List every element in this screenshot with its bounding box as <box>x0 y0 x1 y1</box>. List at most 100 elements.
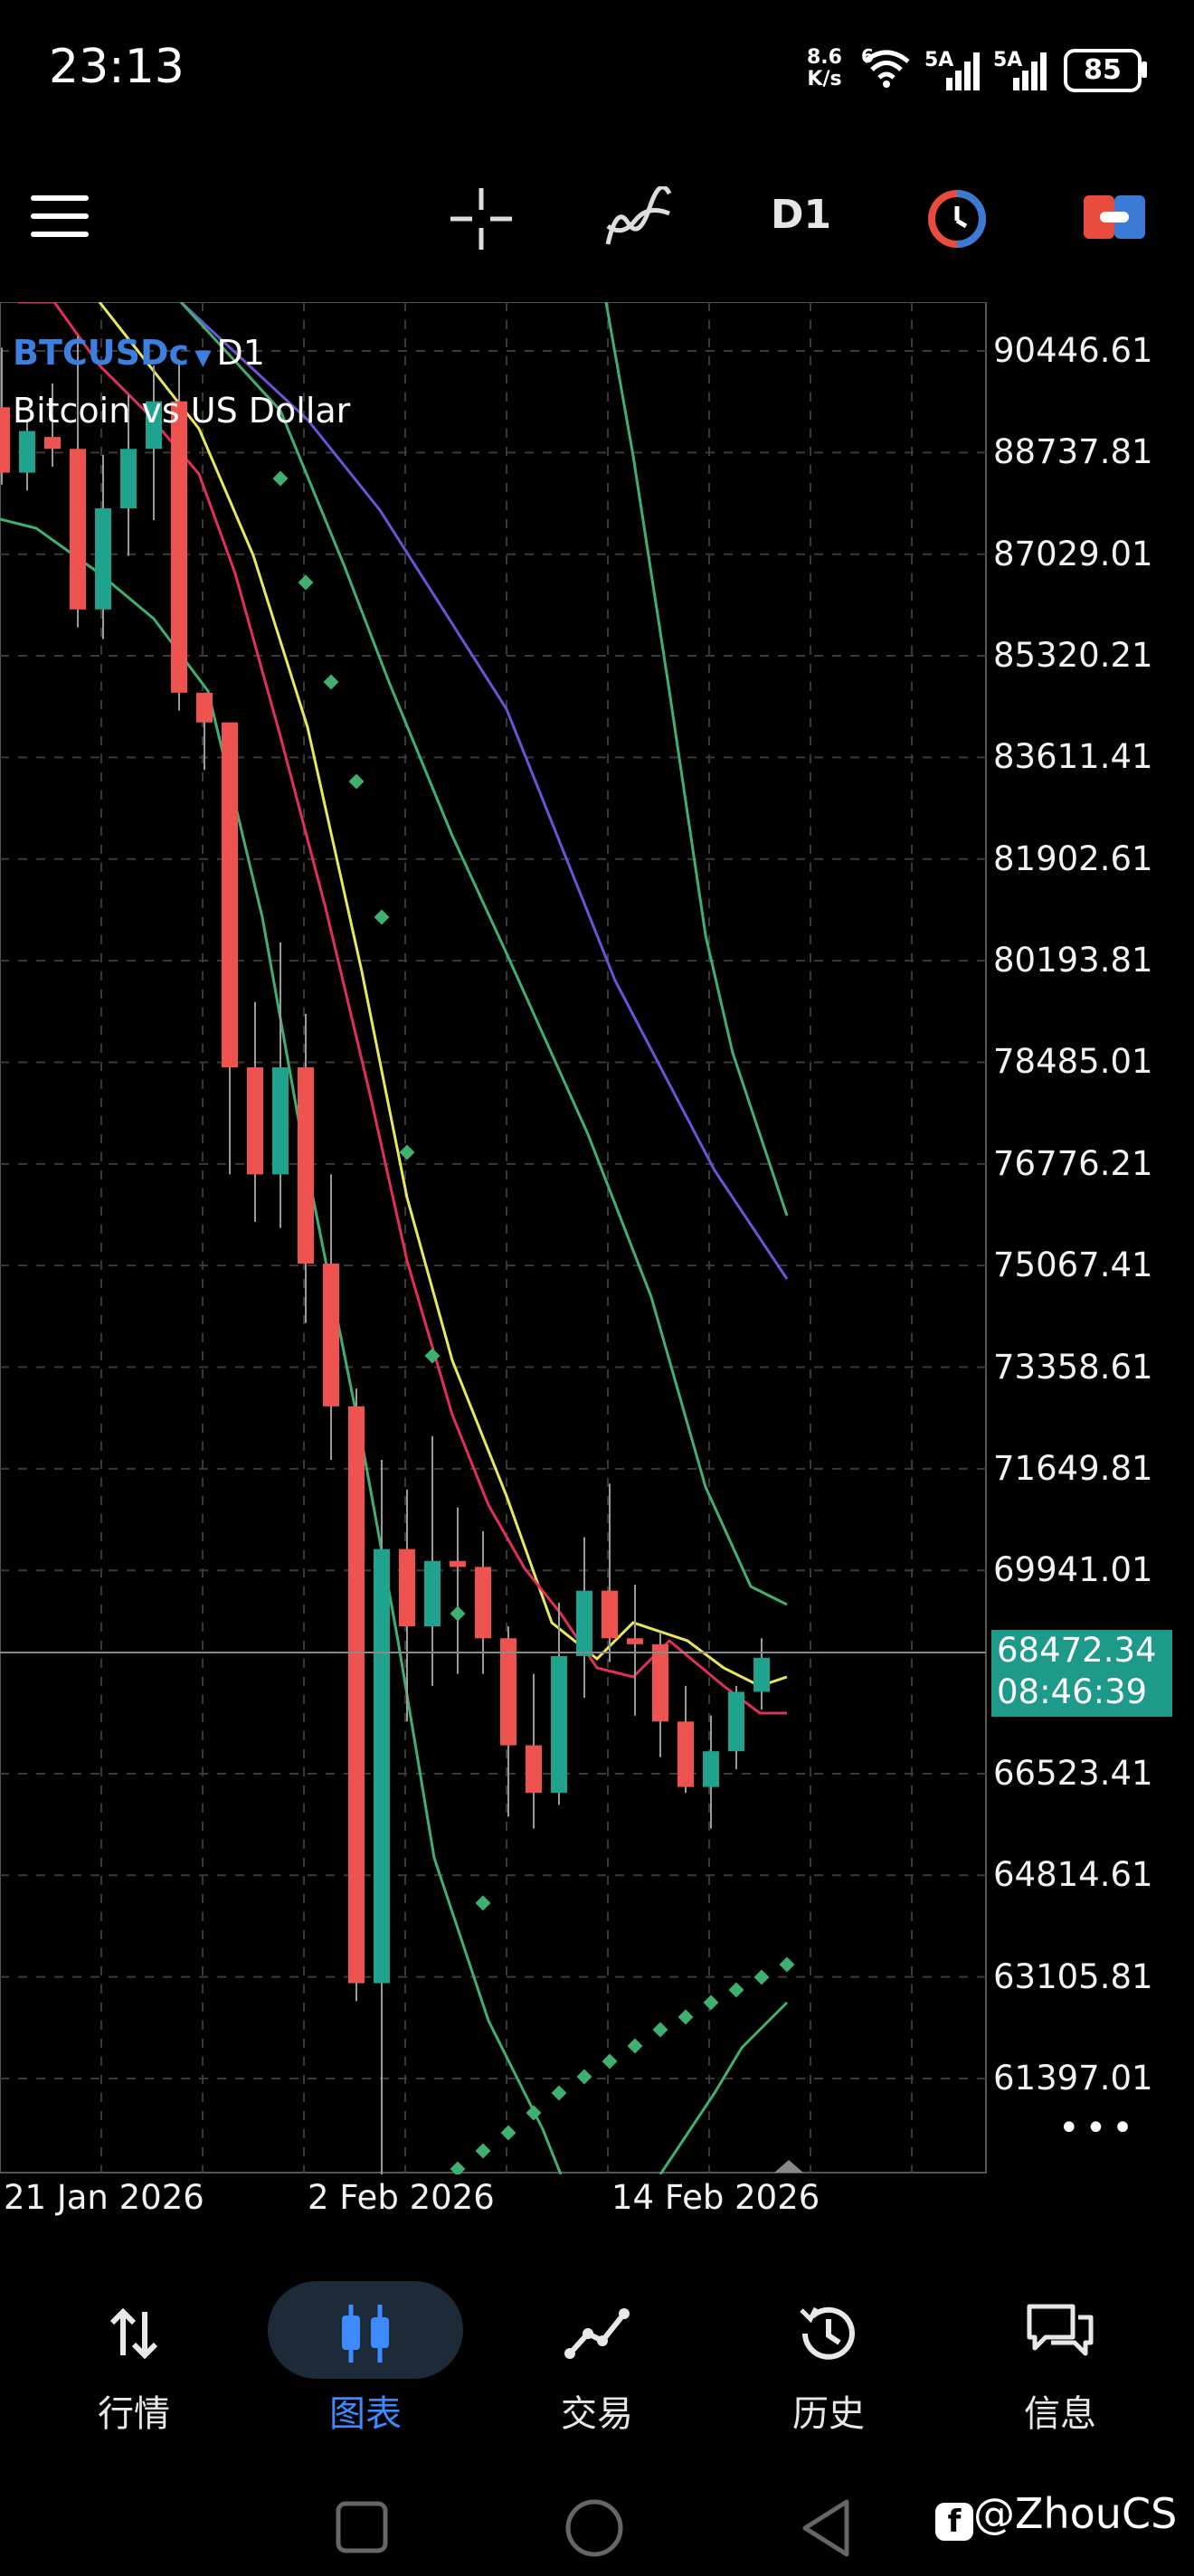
price-tick-label: 88737.81 <box>993 432 1153 472</box>
nav-label-history: 历史 <box>792 2393 865 2435</box>
more-options-icon[interactable]: ••• <box>1058 2107 1139 2149</box>
menu-icon[interactable] <box>31 194 90 241</box>
current-price-tag: 68472.34 08:46:39 <box>991 1630 1172 1717</box>
candle <box>272 942 289 1228</box>
indicators-icon[interactable] <box>604 186 673 251</box>
candle <box>703 1715 719 1829</box>
nav-messages[interactable]: 信息 <box>961 2261 1160 2442</box>
ma-purple <box>179 302 789 1280</box>
psar-dot <box>500 2125 516 2141</box>
candle <box>475 1530 491 1674</box>
candle-body <box>399 1548 415 1627</box>
candle-body <box>627 1638 643 1644</box>
candle <box>627 1585 643 1716</box>
psar-dot <box>475 1895 491 1911</box>
nav-quotes[interactable]: 行情 <box>34 2261 233 2442</box>
nav-chart[interactable]: 图表 <box>266 2261 465 2442</box>
candle <box>171 359 187 711</box>
candle-body <box>44 437 61 450</box>
price-tick-label: 80193.81 <box>993 941 1153 980</box>
current-price: 68472.34 <box>997 1631 1157 1670</box>
nav-history[interactable]: 历史 <box>729 2261 928 2442</box>
candle <box>298 1013 314 1323</box>
candlestick-icon <box>342 2305 389 2363</box>
price-tick-label: 69941.01 <box>993 1550 1153 1590</box>
candle <box>120 395 137 556</box>
candle-body <box>348 1406 365 1984</box>
candle-body <box>576 1590 592 1656</box>
psar-dot <box>475 2143 491 2159</box>
crosshair-icon[interactable] <box>449 186 514 251</box>
psar-dot <box>703 1994 719 2011</box>
history-clock-icon <box>800 2306 855 2360</box>
candle <box>323 1174 339 1461</box>
candle-body <box>728 1691 744 1752</box>
ma-green-outer-upper <box>604 302 789 1217</box>
candle-body <box>0 407 10 473</box>
candle <box>753 1638 770 1710</box>
psar-dot <box>272 470 289 487</box>
psar-dot <box>374 909 390 925</box>
candle-body <box>146 401 162 450</box>
candle-body <box>222 722 238 1068</box>
symbol-label[interactable]: BTCUSDc ▼ D1 <box>13 333 265 373</box>
candle-body <box>196 692 213 723</box>
psar-dot <box>576 2069 592 2085</box>
candle <box>95 454 111 639</box>
candle-body <box>424 1560 441 1627</box>
nav-label-chart: 图表 <box>329 2393 402 2435</box>
one-click-trading-icon[interactable] <box>1082 190 1147 244</box>
candle-body <box>323 1264 339 1406</box>
nav-label-messages: 信息 <box>1024 2393 1096 2435</box>
quotes-arrows-icon <box>109 2307 158 2360</box>
candle <box>374 1460 390 2174</box>
end-marker <box>774 2160 803 2173</box>
status-clock: 23:13 <box>49 40 185 94</box>
signal-bars-icon <box>946 52 980 90</box>
price-chart[interactable] <box>0 302 988 2174</box>
signal-bars-icon-2 <box>1013 52 1047 90</box>
candle-body <box>120 449 137 509</box>
psar-dot <box>728 1982 744 1998</box>
candle-body <box>551 1655 567 1794</box>
symbol-name[interactable]: BTCUSDc <box>13 333 190 373</box>
psar-dot <box>779 1956 795 1973</box>
home-circle-icon[interactable] <box>564 2498 624 2558</box>
price-tick-label: 90446.61 <box>993 331 1153 370</box>
candle-body <box>272 1067 289 1175</box>
battery-cap <box>1142 62 1147 78</box>
net-speed: 8.6 K/s <box>807 47 842 90</box>
time-tick-label: 21 Jan 2026 <box>4 2178 204 2217</box>
recents-square-icon[interactable] <box>335 2500 389 2554</box>
battery-indicator: 85 <box>1064 49 1142 92</box>
objects-clock-icon[interactable] <box>924 186 990 251</box>
price-tick-label: 83611.41 <box>993 737 1153 777</box>
candle <box>70 336 86 628</box>
bottom-nav: 行情 图表 交易 历史 信息 <box>0 2261 1194 2442</box>
timeframe-button[interactable]: D1 <box>771 192 832 238</box>
candle-body <box>678 1721 694 1787</box>
price-tick-label: 63105.81 <box>993 1956 1153 1996</box>
ma-green-mid <box>179 302 788 1606</box>
candle <box>19 419 35 491</box>
ma-yellow <box>98 302 788 1688</box>
symbol-dropdown-icon[interactable]: ▼ <box>194 345 212 370</box>
time-tick-label: 14 Feb 2026 <box>611 2178 820 2217</box>
nav-trade[interactable]: 交易 <box>498 2261 696 2442</box>
candle-body <box>753 1657 770 1692</box>
watermark-text: @ZhouCS <box>973 2489 1178 2538</box>
candle <box>576 1537 592 1699</box>
candle <box>399 1489 415 1722</box>
price-tick-label: 64814.61 <box>993 1855 1153 1895</box>
system-nav-bar <box>0 2478 1194 2576</box>
symbol-description: Bitcoin vs US Dollar <box>13 391 351 431</box>
candle <box>222 722 238 1175</box>
psar-dot <box>602 2053 618 2069</box>
psar-dot <box>652 2022 668 2038</box>
messages-icon <box>1027 2304 1094 2356</box>
candle <box>348 1388 365 2002</box>
back-triangle-icon[interactable] <box>800 2498 852 2558</box>
candle <box>450 1507 466 1674</box>
chart-toolbar: D1 <box>0 163 1194 271</box>
ma-green-lower-right <box>659 2001 789 2174</box>
